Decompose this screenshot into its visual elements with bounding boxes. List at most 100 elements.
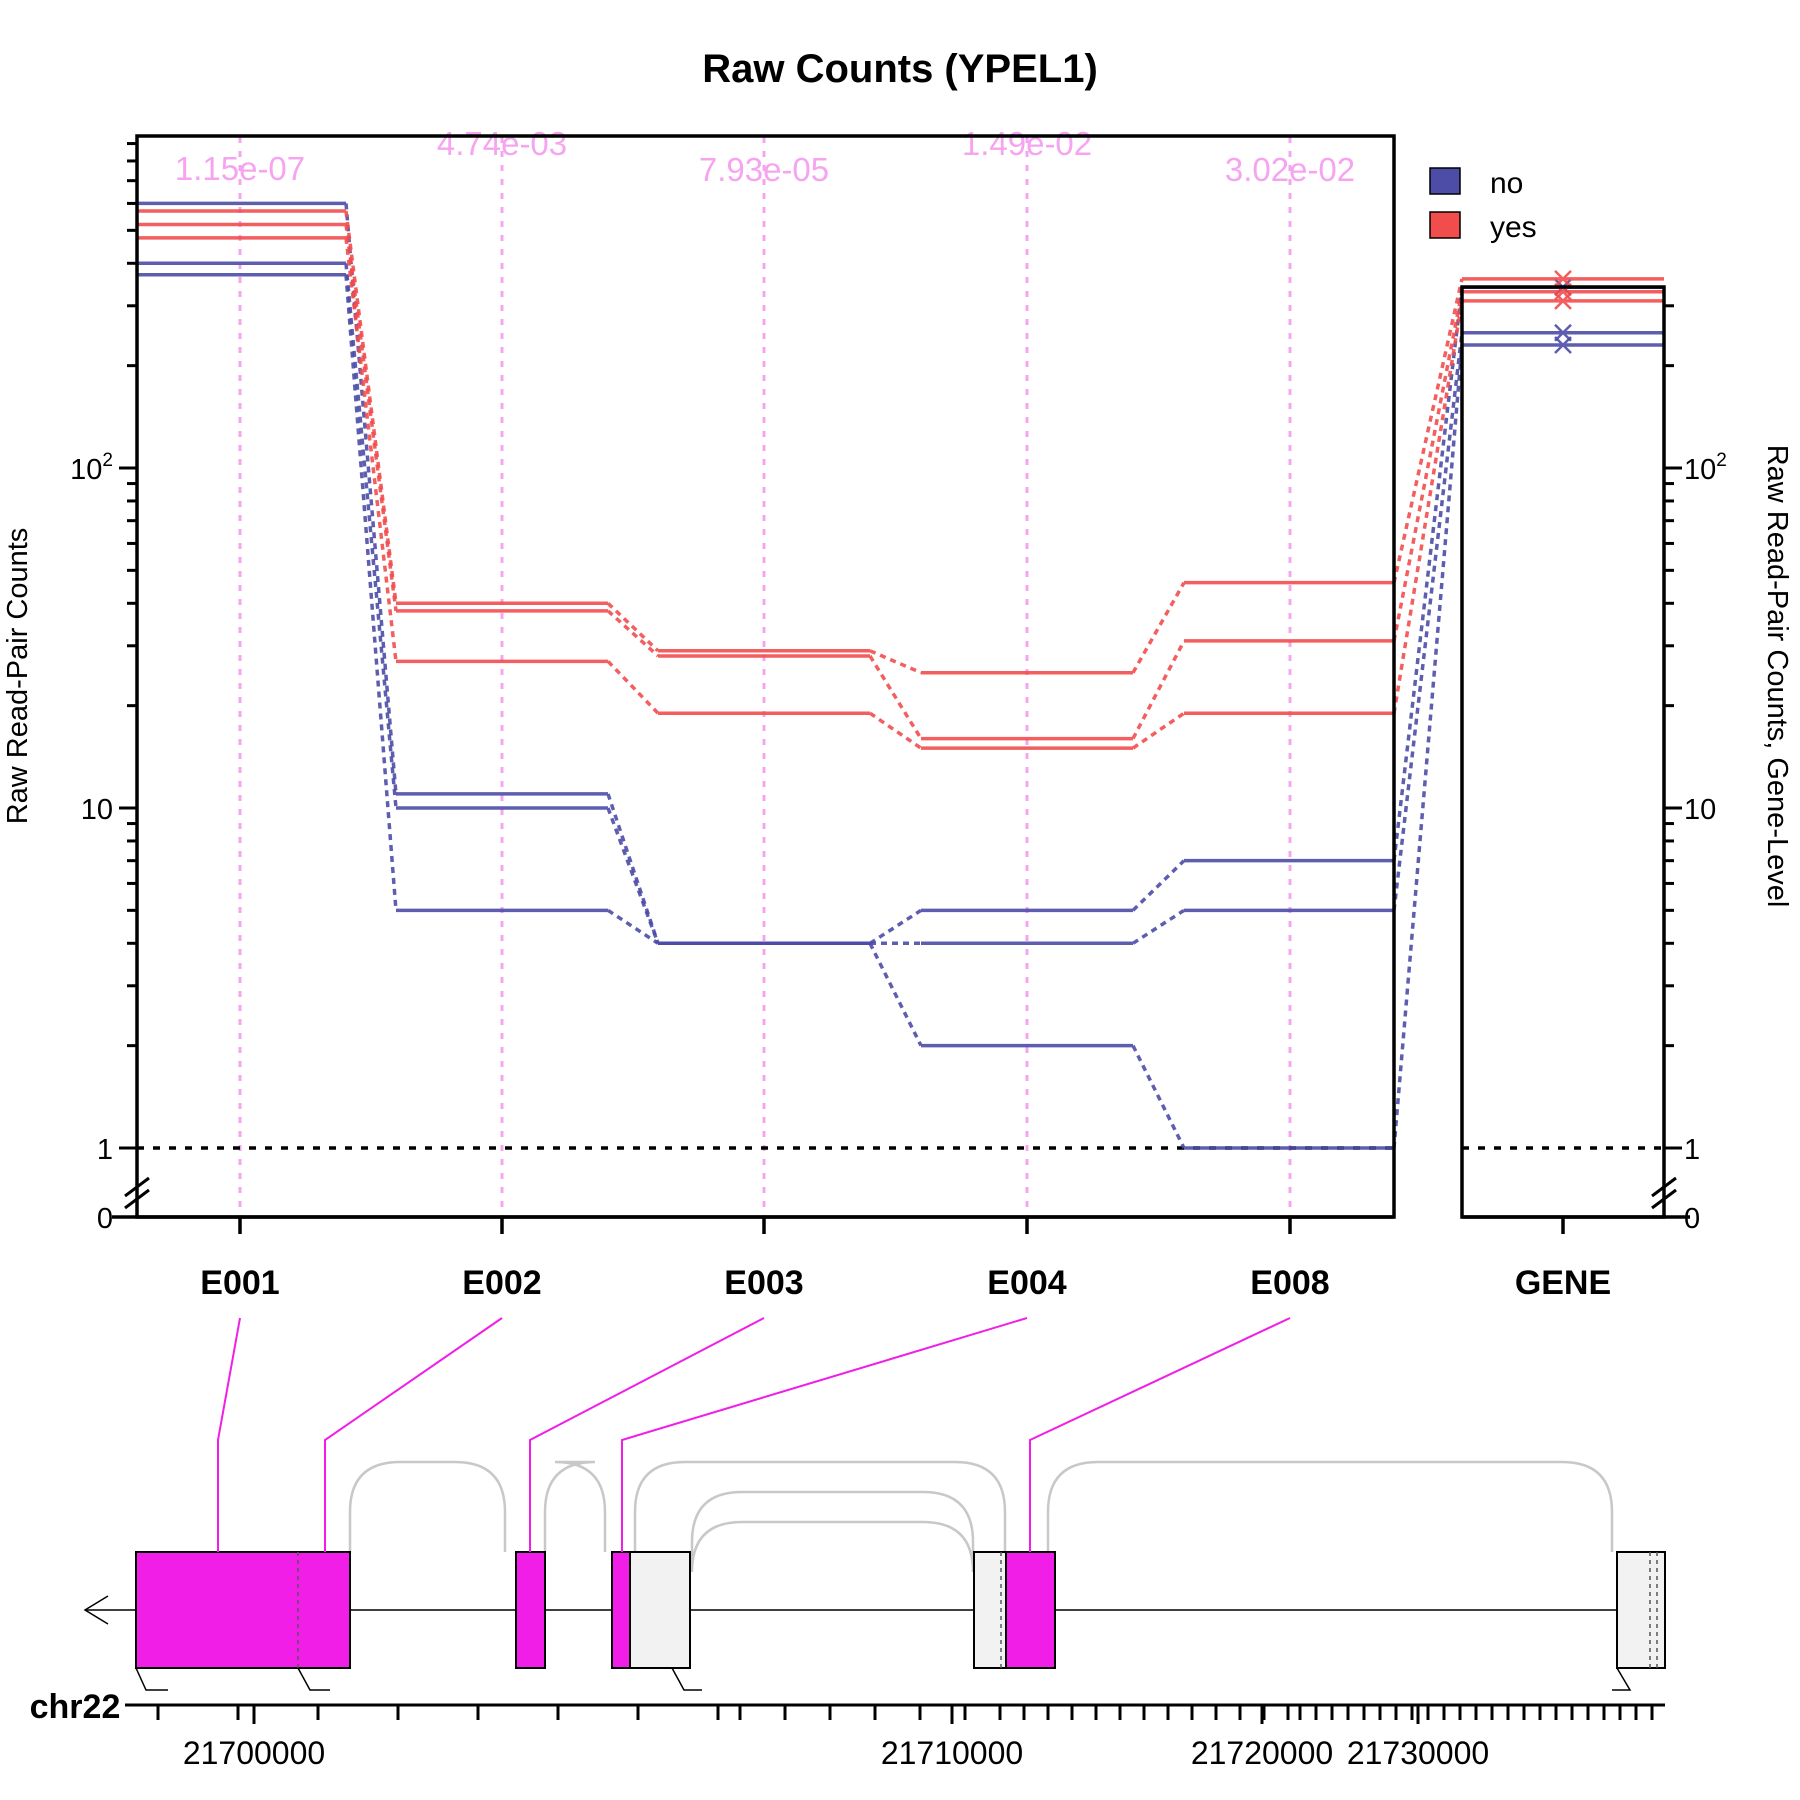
gene-model: chr22 21700000 21710000 21720000 21730000 bbox=[30, 1317, 1666, 1771]
left-tick-label: 0 bbox=[97, 1203, 113, 1235]
right-tick-label: 10 bbox=[1684, 794, 1716, 826]
gene-level-point bbox=[1554, 269, 1572, 288]
chromosome-coordinate-label: 21720000 bbox=[1191, 1735, 1333, 1771]
right-tick-label: 0 bbox=[1684, 1203, 1700, 1235]
left-tick-label: 1 bbox=[97, 1134, 113, 1166]
splice-junction-arc bbox=[633, 1460, 1007, 1552]
chromosome-coordinate-label: 21700000 bbox=[183, 1735, 325, 1771]
x-tick-label-E004: E004 bbox=[987, 1264, 1066, 1302]
exon-noncounted bbox=[629, 1551, 691, 1669]
gene-level-point bbox=[1554, 292, 1572, 310]
x-tick-label-E008: E008 bbox=[1250, 1264, 1329, 1302]
chromosome-coordinate-label: 21730000 bbox=[1347, 1735, 1489, 1771]
chromosome-coordinate-label: 21710000 bbox=[881, 1735, 1023, 1771]
series-connector bbox=[1132, 908, 1185, 945]
series-connector bbox=[607, 908, 659, 945]
x-tick-label-gene: GENE bbox=[1515, 1264, 1611, 1302]
pvalue-guides: 1.15e-07 4.74e-03 7.93e-05 1.49e-02 3.02e-02 bbox=[175, 125, 1355, 1216]
chart-title: Raw Counts (YPEL1) bbox=[702, 47, 1098, 91]
exon-E001 bbox=[135, 1551, 351, 1669]
series-connector bbox=[1131, 640, 1186, 740]
right-tick-label: 1 bbox=[1684, 1134, 1700, 1166]
axes: 0 1 10 102 0 1 10 102 E001 E002 E003 E004 E008 GENE bbox=[70, 142, 1727, 1302]
series-connector bbox=[344, 237, 398, 662]
pvalue-label-E001: 1.15e-07 bbox=[175, 150, 305, 187]
series-connector bbox=[606, 807, 660, 944]
main-plot-frame bbox=[135, 134, 1396, 1219]
pvalue-label-E003: 7.93e-05 bbox=[699, 151, 829, 188]
splice-junction-arc bbox=[1046, 1460, 1614, 1552]
exon-connector-E004 bbox=[621, 1317, 1028, 1552]
series-connector bbox=[869, 649, 922, 675]
right-tick-label: 102 bbox=[1684, 450, 1727, 486]
series-connector bbox=[868, 655, 923, 740]
legend-swatch-yes bbox=[1429, 211, 1461, 239]
exon-connector-E003 bbox=[529, 1317, 765, 1552]
splice-junction-arc bbox=[690, 1490, 975, 1552]
y-axis-label-right: Raw Read-Pair Counts, Gene-Level bbox=[1761, 445, 1793, 908]
series-yes-5 bbox=[137, 222, 1664, 741]
legend-label-no: no bbox=[1490, 167, 1523, 200]
series-connector bbox=[606, 609, 660, 658]
series-connector-gene bbox=[1392, 278, 1464, 584]
y-axis-label: Raw Read-Pair Counts bbox=[2, 528, 34, 825]
exon-noncounted bbox=[1616, 1551, 1666, 1669]
coordinate-mapping bbox=[297, 1667, 330, 1691]
series-connector-gene bbox=[1392, 300, 1464, 714]
left-tick-exponent: 2 bbox=[102, 450, 113, 471]
pvalue-label-E002: 4.74e-03 bbox=[437, 125, 567, 162]
right-tick-exponent: 2 bbox=[1716, 450, 1727, 471]
series-no-2 bbox=[137, 261, 1664, 946]
series-no-3 bbox=[137, 273, 1664, 1150]
x-tick-label-E002: E002 bbox=[462, 1264, 541, 1302]
series-connector bbox=[1132, 711, 1185, 750]
series-connector bbox=[1131, 1044, 1186, 1149]
legend-swatch-no bbox=[1429, 167, 1461, 195]
x-tick-label-E003: E003 bbox=[724, 1264, 803, 1302]
x-tick-label-E001: E001 bbox=[200, 1264, 279, 1302]
splice-junction-arc bbox=[690, 1520, 975, 1573]
series-connector bbox=[344, 274, 398, 911]
splice-junction-arc bbox=[543, 1460, 607, 1552]
exon-E003 bbox=[611, 1551, 631, 1669]
pvalue-label-E008: 3.02e-02 bbox=[1225, 151, 1355, 188]
series-yes-6 bbox=[137, 236, 1664, 750]
series-connector bbox=[1131, 859, 1186, 912]
right-axis-break bbox=[1651, 1176, 1677, 1210]
exon-connector-E001 bbox=[217, 1317, 241, 1552]
coordinate-mapping bbox=[1612, 1667, 1632, 1691]
series-connector-gene bbox=[1392, 287, 1464, 861]
series-connector-gene bbox=[1392, 344, 1464, 1149]
series-connector bbox=[606, 660, 660, 715]
series-connector bbox=[606, 602, 660, 653]
coordinate-mapping bbox=[671, 1667, 702, 1691]
series-connector-gene bbox=[1392, 332, 1464, 911]
exon-E002 bbox=[515, 1551, 546, 1669]
series-lines bbox=[137, 201, 1664, 1150]
exon-E004 bbox=[1005, 1551, 1056, 1669]
series-no-1 bbox=[137, 201, 1664, 946]
coordinate-mapping bbox=[135, 1667, 168, 1691]
exon-connector-E002 bbox=[324, 1317, 503, 1552]
series-connector bbox=[344, 263, 398, 809]
exon-connector-E008 bbox=[1029, 1317, 1291, 1552]
left-tick-label: 10 bbox=[81, 794, 113, 826]
left-axis-break bbox=[124, 1176, 150, 1210]
splice-junction-arc bbox=[348, 1460, 507, 1552]
series-connector bbox=[606, 793, 660, 944]
series-connector-gene bbox=[1392, 291, 1464, 642]
gene-plot-frame bbox=[1460, 285, 1666, 1219]
series-connector bbox=[868, 942, 923, 1047]
left-tick-label: 102 bbox=[70, 450, 113, 486]
series-connector bbox=[869, 908, 922, 945]
series-yes-4 bbox=[137, 209, 1664, 675]
strand-arrow-icon bbox=[83, 1595, 109, 1625]
legend-label-yes: yes bbox=[1490, 211, 1537, 244]
series-connector bbox=[344, 224, 398, 612]
legend: no yes bbox=[1429, 167, 1537, 244]
series-connector bbox=[869, 711, 922, 750]
pvalue-label-E004: 1.49e-02 bbox=[962, 125, 1092, 162]
gene-level-point bbox=[1554, 336, 1572, 354]
chromosome-label: chr22 bbox=[30, 1688, 121, 1726]
